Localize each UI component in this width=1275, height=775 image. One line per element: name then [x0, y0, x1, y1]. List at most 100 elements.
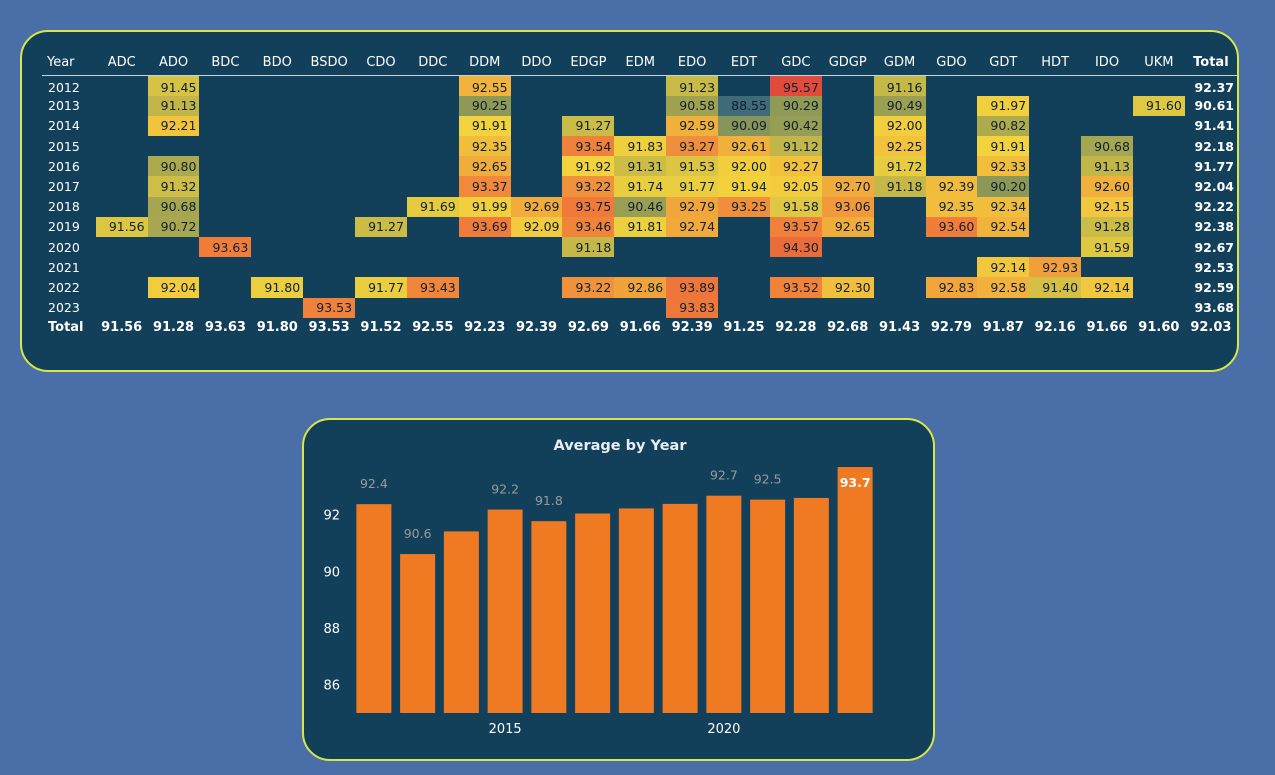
column-header-ddm[interactable]: DDM — [458, 49, 511, 76]
matrix-cell-hdt-2022[interactable]: 91.40 — [1029, 277, 1082, 298]
matrix-cell-cdo-2022[interactable]: 91.77 — [355, 277, 407, 298]
matrix-cell-edm-2019[interactable]: 91.81 — [614, 216, 667, 237]
matrix-cell-edgp-2019[interactable]: 93.46 — [562, 216, 615, 237]
matrix-cell-edgp-2014[interactable]: 91.27 — [562, 115, 615, 137]
matrix-row-2016[interactable]: 2016 90.80 92.65 91.92 91.31 91.53 92.00 92.27 9… — [42, 156, 1237, 177]
column-header-gdo[interactable]: GDO — [925, 49, 978, 76]
column-header-ukm[interactable]: UKM — [1132, 49, 1185, 76]
column-header-gdgp[interactable]: GDGP — [821, 49, 874, 76]
matrix-cell-edgp-2016[interactable]: 91.92 — [562, 156, 615, 177]
matrix-cell-bdo-2022[interactable]: 91.80 — [251, 277, 304, 298]
matrix-cell-gdt-2013[interactable]: 91.97 — [977, 95, 1030, 116]
matrix-cell-gdgp-2019[interactable]: 92.65 — [821, 216, 874, 237]
matrix-row-2022[interactable]: 2022 92.04 91.80 91.77 93.43 93.22 92.86 93.89 9… — [42, 277, 1237, 298]
matrix-cell-gdt-2017[interactable]: 90.20 — [977, 176, 1030, 197]
column-header-adc[interactable]: ADC — [95, 49, 148, 76]
column-header-edm[interactable]: EDM — [614, 49, 667, 76]
matrix-cell-edo-2018[interactable]: 92.79 — [666, 196, 719, 217]
column-header-gdm[interactable]: GDM — [873, 49, 926, 76]
matrix-cell-ido-2015[interactable]: 90.68 — [1081, 136, 1133, 157]
matrix-cell-ddc-2018[interactable]: 91.69 — [406, 196, 459, 217]
matrix-cell-edt-2015[interactable]: 92.61 — [718, 136, 770, 157]
matrix-cell-edo-2022[interactable]: 93.89 — [666, 277, 719, 298]
matrix-row-2012[interactable]: 2012 91.45 92.55 91.23 95.57 91.16 92.37 — [42, 75, 1237, 96]
matrix-cell-edgp-2020[interactable]: 91.18 — [562, 237, 615, 258]
matrix-cell-edt-2013[interactable]: 88.55 — [718, 95, 770, 116]
matrix-cell-gdt-2022[interactable]: 92.58 — [977, 277, 1030, 298]
matrix-cell-edm-2018[interactable]: 90.46 — [614, 196, 667, 217]
matrix-cell-hdt-2021[interactable]: 92.93 — [1029, 257, 1082, 278]
column-header-bsdo[interactable]: BSDO — [303, 49, 356, 76]
matrix-cell-ado-2017[interactable]: 91.32 — [147, 176, 200, 197]
matrix-cell-ddm-2013[interactable]: 90.25 — [458, 95, 511, 116]
column-header-ido[interactable]: IDO — [1081, 49, 1133, 76]
matrix-cell-ido-2017[interactable]: 92.60 — [1081, 176, 1133, 197]
column-header-edt[interactable]: EDT — [718, 49, 770, 76]
column-header-year[interactable]: Year — [42, 49, 96, 76]
matrix-cell-gdm-2016[interactable]: 91.72 — [873, 156, 926, 177]
matrix-cell-gdt-2014[interactable]: 90.82 — [977, 115, 1030, 137]
matrix-cell-gdo-2022[interactable]: 92.83 — [925, 277, 978, 298]
matrix-cell-ido-2020[interactable]: 91.59 — [1081, 237, 1133, 258]
matrix-cell-ddc-2022[interactable]: 93.43 — [406, 277, 459, 298]
matrix-cell-edm-2017[interactable]: 91.74 — [614, 176, 667, 197]
matrix-cell-edo-2013[interactable]: 90.58 — [666, 95, 719, 116]
matrix-cell-edgp-2017[interactable]: 93.22 — [562, 176, 615, 197]
matrix-cell-gdgp-2017[interactable]: 92.70 — [821, 176, 874, 197]
matrix-cell-ado-2012[interactable]: 91.45 — [147, 75, 200, 96]
matrix-cell-ado-2014[interactable]: 92.21 — [147, 115, 200, 137]
matrix-cell-gdc-2017[interactable]: 92.05 — [769, 176, 822, 197]
matrix-cell-ado-2013[interactable]: 91.13 — [147, 95, 200, 116]
matrix-cell-adc-2019[interactable]: 91.56 — [95, 216, 148, 237]
matrix-row-2020[interactable]: 2020 93.63 91.18 94.30 91.59 92.67 — [42, 237, 1237, 258]
matrix-cell-ddm-2012[interactable]: 92.55 — [458, 75, 511, 96]
matrix-cell-ddm-2018[interactable]: 91.99 — [458, 196, 511, 217]
matrix-cell-bdc-2020[interactable]: 93.63 — [199, 237, 252, 258]
matrix-cell-cdo-2019[interactable]: 91.27 — [355, 216, 407, 237]
matrix-cell-gdc-2016[interactable]: 92.27 — [769, 156, 822, 177]
matrix-cell-gdt-2021[interactable]: 92.14 — [977, 257, 1030, 278]
matrix-cell-gdo-2017[interactable]: 92.39 — [925, 176, 978, 197]
matrix-cell-ado-2018[interactable]: 90.68 — [147, 196, 200, 217]
matrix-cell-gdt-2016[interactable]: 92.33 — [977, 156, 1030, 177]
matrix-cell-ido-2019[interactable]: 91.28 — [1081, 216, 1133, 237]
matrix-cell-ddm-2017[interactable]: 93.37 — [458, 176, 511, 197]
matrix-cell-gdo-2019[interactable]: 93.60 — [925, 216, 978, 237]
matrix-row-2021[interactable]: 2021 92.14 92.93 92.53 — [42, 257, 1237, 278]
column-header-hdt[interactable]: HDT — [1029, 49, 1082, 76]
column-header-edgp[interactable]: EDGP — [562, 49, 615, 76]
matrix-row-2013[interactable]: 2013 91.13 90.25 90.58 88.55 90.29 90.49 91.97 9… — [42, 95, 1237, 116]
matrix-cell-ddo-2019[interactable]: 92.09 — [510, 216, 563, 237]
matrix-cell-edm-2015[interactable]: 91.83 — [614, 136, 667, 157]
matrix-cell-bsdo-2023[interactable]: 93.53 — [303, 297, 356, 318]
matrix-cell-edo-2016[interactable]: 91.53 — [666, 156, 719, 177]
matrix-cell-edt-2016[interactable]: 92.00 — [718, 156, 770, 177]
matrix-cell-gdc-2013[interactable]: 90.29 — [769, 95, 822, 116]
matrix-cell-ido-2018[interactable]: 92.15 — [1081, 196, 1133, 217]
matrix-cell-gdt-2019[interactable]: 92.54 — [977, 216, 1030, 237]
matrix-cell-gdgp-2022[interactable]: 92.30 — [821, 277, 874, 298]
matrix-row-2018[interactable]: 2018 90.68 91.69 91.99 92.69 93.75 90.46 92.79 9… — [42, 196, 1237, 217]
matrix-cell-ddm-2014[interactable]: 91.91 — [458, 115, 511, 137]
matrix-cell-gdm-2013[interactable]: 90.49 — [873, 95, 926, 116]
matrix-cell-ukm-2013[interactable]: 91.60 — [1132, 95, 1185, 116]
matrix-row-2015[interactable]: 2015 92.35 93.54 91.83 93.27 92.61 91.12 92.25 9… — [42, 136, 1237, 157]
matrix-cell-edgp-2018[interactable]: 93.75 — [562, 196, 615, 217]
matrix-cell-edo-2014[interactable]: 92.59 — [666, 115, 719, 137]
matrix-cell-ddm-2019[interactable]: 93.69 — [458, 216, 511, 237]
matrix-cell-gdc-2020[interactable]: 94.30 — [769, 237, 822, 258]
column-header-edo[interactable]: EDO — [666, 49, 719, 76]
column-header-gdc[interactable]: GDC — [769, 49, 822, 76]
matrix-cell-edo-2012[interactable]: 91.23 — [666, 75, 719, 96]
matrix-cell-gdo-2018[interactable]: 92.35 — [925, 196, 978, 217]
column-header-ddc[interactable]: DDC — [406, 49, 459, 76]
matrix-cell-gdc-2014[interactable]: 90.42 — [769, 115, 822, 137]
matrix-row-2023[interactable]: 2023 93.53 93.83 93.68 — [42, 297, 1237, 318]
matrix-cell-gdc-2022[interactable]: 93.52 — [769, 277, 822, 298]
column-header-bdc[interactable]: BDC — [199, 49, 252, 76]
column-header-cdo[interactable]: CDO — [355, 49, 407, 76]
column-header-bdo[interactable]: BDO — [251, 49, 304, 76]
matrix-cell-gdm-2017[interactable]: 91.18 — [873, 176, 926, 197]
matrix-cell-edo-2015[interactable]: 93.27 — [666, 136, 719, 157]
matrix-cell-gdt-2018[interactable]: 92.34 — [977, 196, 1030, 217]
